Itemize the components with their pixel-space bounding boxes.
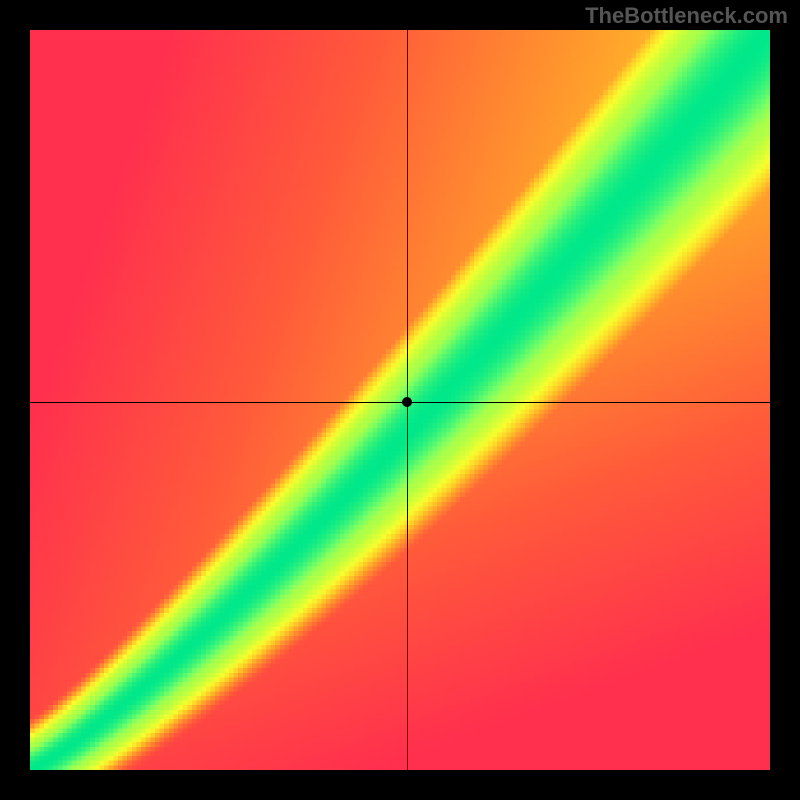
outer-frame: TheBottleneck.com [0,0,800,800]
heatmap-canvas [30,30,770,770]
watermark-text: TheBottleneck.com [585,3,788,29]
